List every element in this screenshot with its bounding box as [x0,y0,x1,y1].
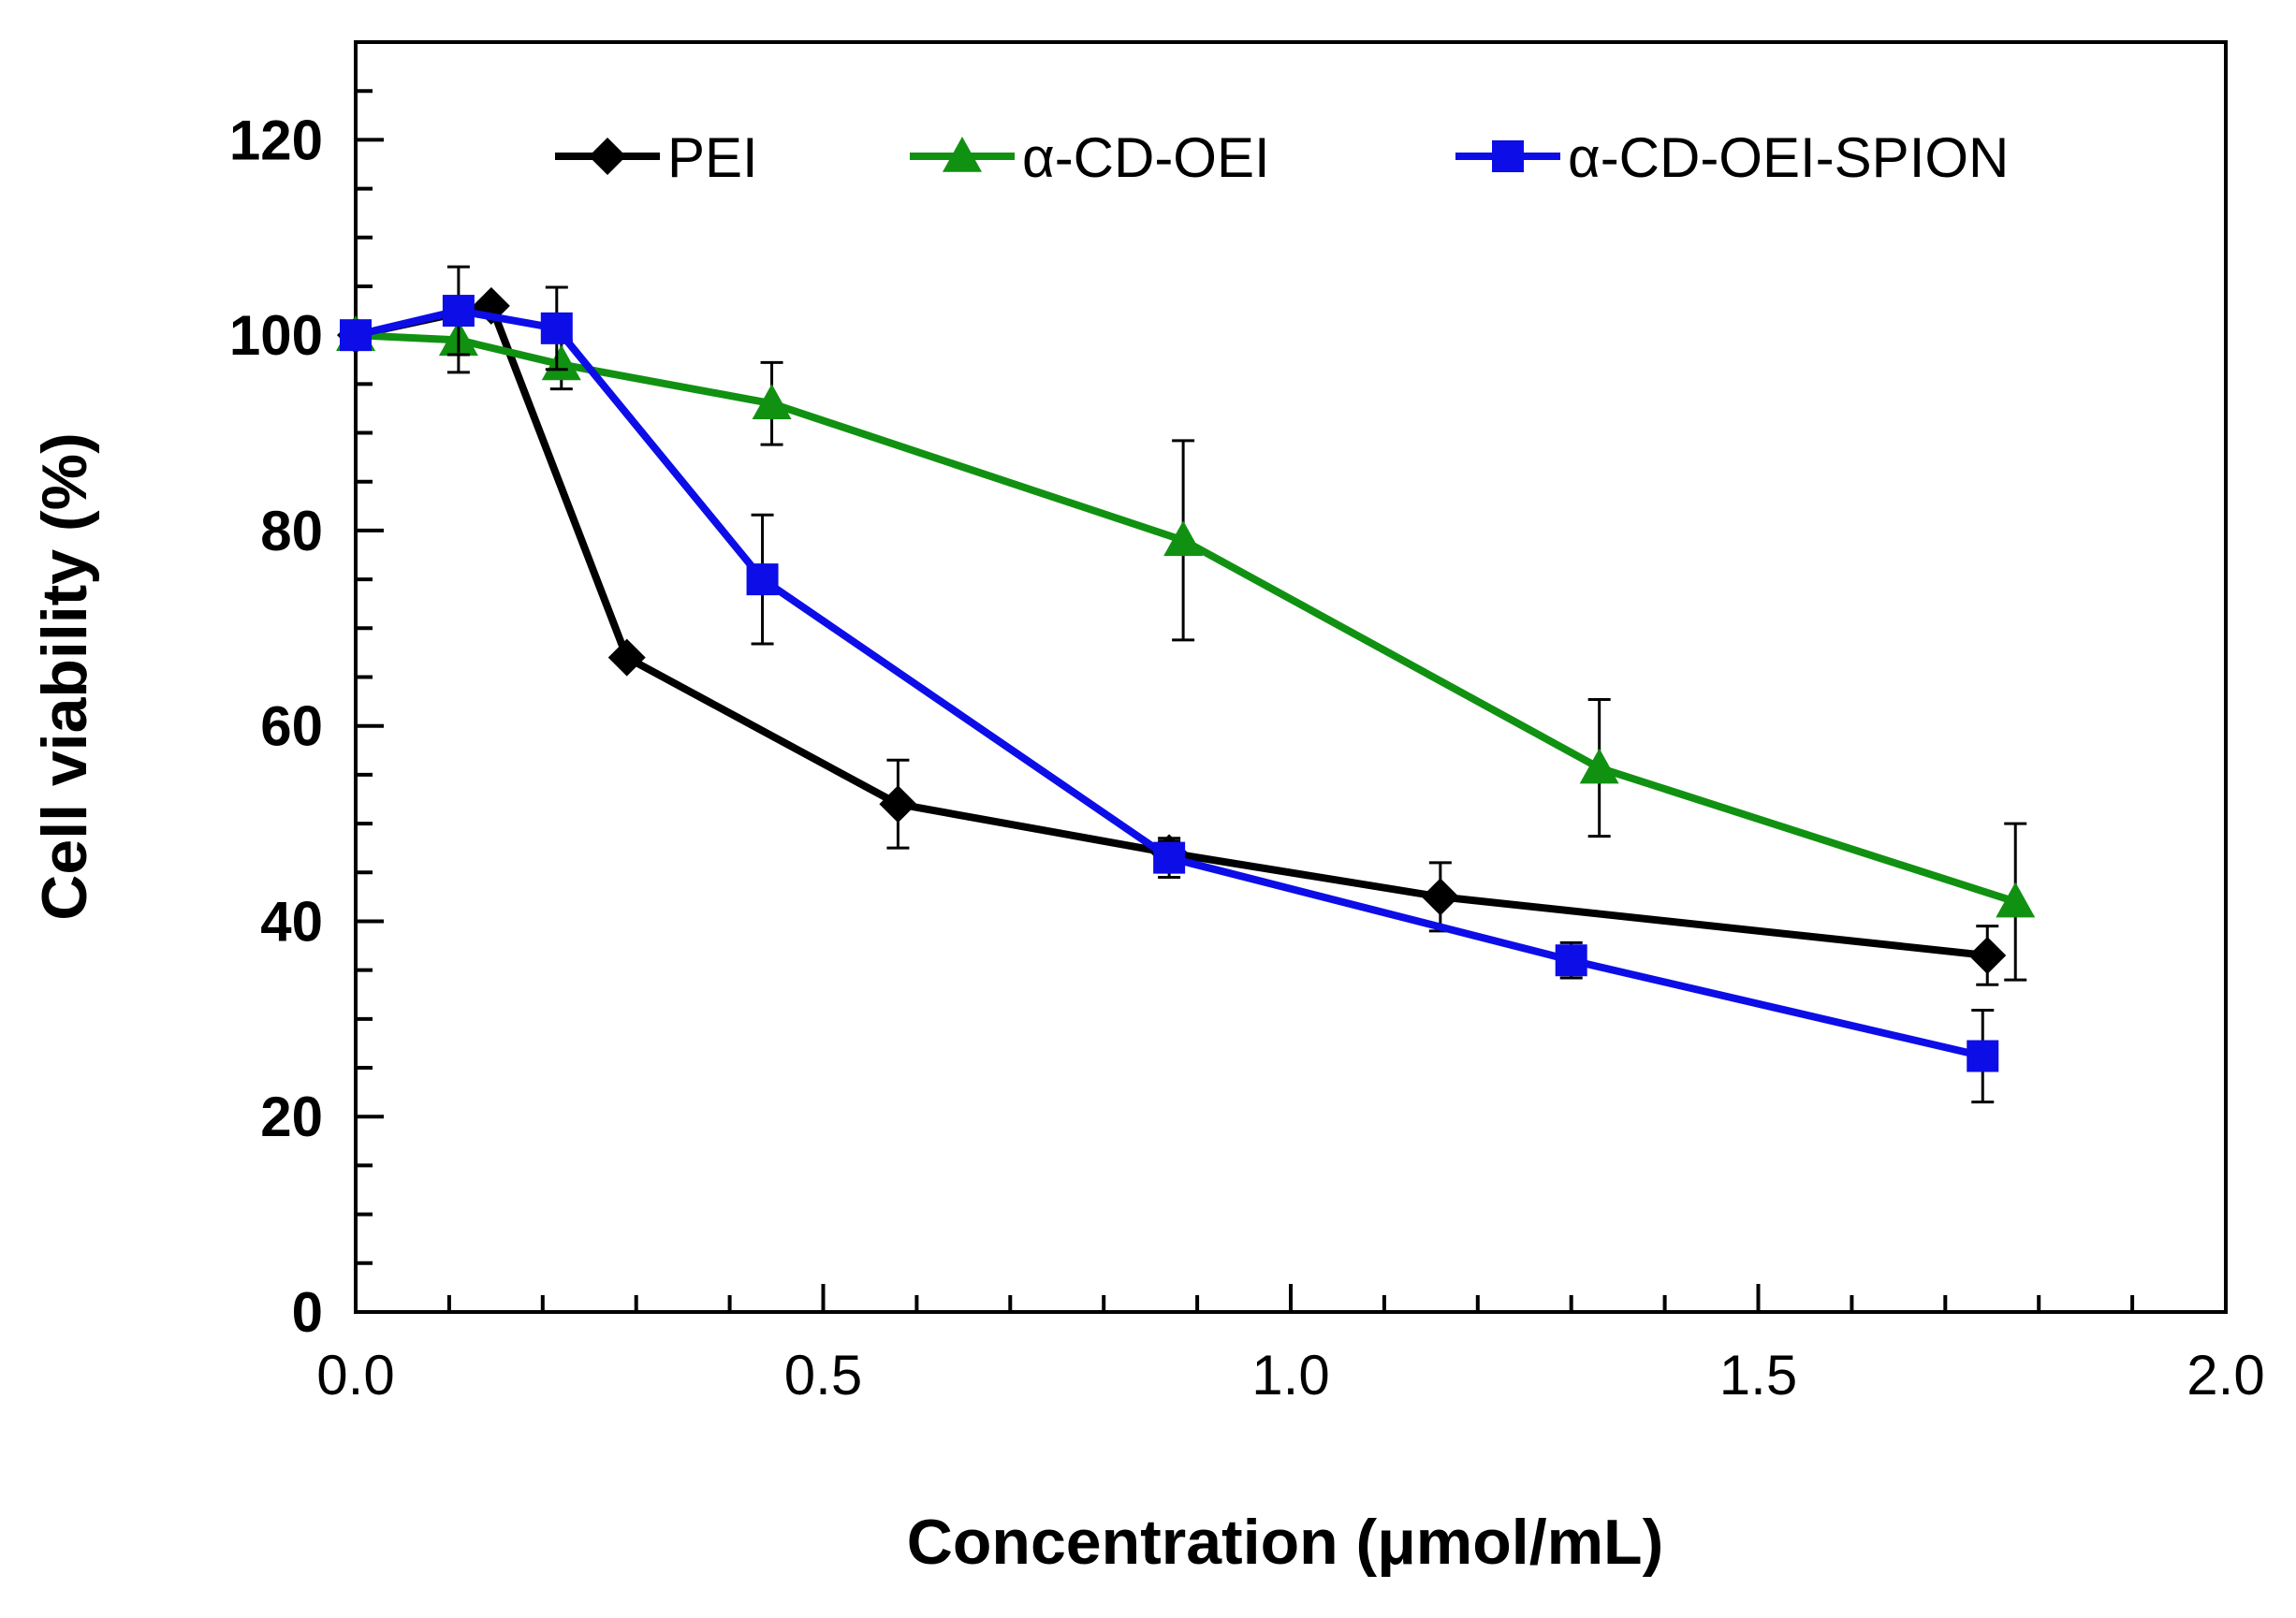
data-point [1968,936,2007,974]
y-tick-label: 0 [292,1281,323,1344]
legend-marker [1492,140,1524,172]
y-tick-label: 80 [260,500,323,562]
data-point [752,384,792,420]
data-point [340,319,372,352]
data-point [541,344,581,381]
x-tick-label: 0.0 [316,1344,394,1407]
legend-item: PEI [555,126,758,189]
plot-frame [354,40,2228,1314]
y-tick-label: 20 [260,1086,323,1148]
legend-label: α-CD-OEI [1022,126,1270,189]
data-point [1967,1040,1999,1072]
y-axis-ticks [356,40,384,1314]
x-axis-ticks [354,1284,2228,1312]
data-point [1579,748,1619,784]
x-axis-title: Concentration (μmol/mL) [907,1507,1663,1578]
data-point [1421,878,1459,916]
data-point [746,563,779,596]
series-cd-oei-spion [340,265,1999,1104]
x-tick-label: 0.5 [784,1344,862,1407]
legend-label: α-CD-OEI-SPION [1568,126,2009,189]
y-tick-label: 100 [229,304,323,367]
x-tick-label: 1.5 [1719,1344,1797,1407]
legend-item: α-CD-OEI [910,126,1270,189]
x-axis-tick-labels: 0.0 0.5 1.0 1.5 2.0 [316,1344,2264,1407]
data-point [1555,944,1587,977]
series-cd-oei [336,306,2036,982]
legend-item: α-CD-OEI-SPION [1455,126,2009,189]
y-tick-label: 120 [229,109,323,171]
data-point [1163,520,1204,557]
data-point [442,295,475,328]
legend-marker [943,137,982,172]
series-layer [336,265,2036,1104]
y-tick-label: 60 [260,695,323,758]
y-axis-title: Cell viability (%) [29,432,100,920]
legend-marker [589,138,626,175]
series-line [355,331,2017,906]
x-tick-label: 2.0 [2186,1344,2264,1407]
data-point [540,312,573,344]
data-point [1153,841,1186,874]
legend-label: PEI [667,126,758,189]
data-point [1996,882,2036,918]
series-line [355,307,1984,1060]
data-point [879,785,917,824]
y-tick-label: 40 [260,890,323,953]
x-tick-label: 1.0 [1251,1344,1329,1407]
y-axis-tick-labels: 0 20 40 60 80 100 120 [229,109,323,1344]
legend: PEI α-CD-OEI α-CD-OEI-SPION [555,126,2009,189]
series-pei [337,286,2007,986]
data-point [607,638,646,677]
